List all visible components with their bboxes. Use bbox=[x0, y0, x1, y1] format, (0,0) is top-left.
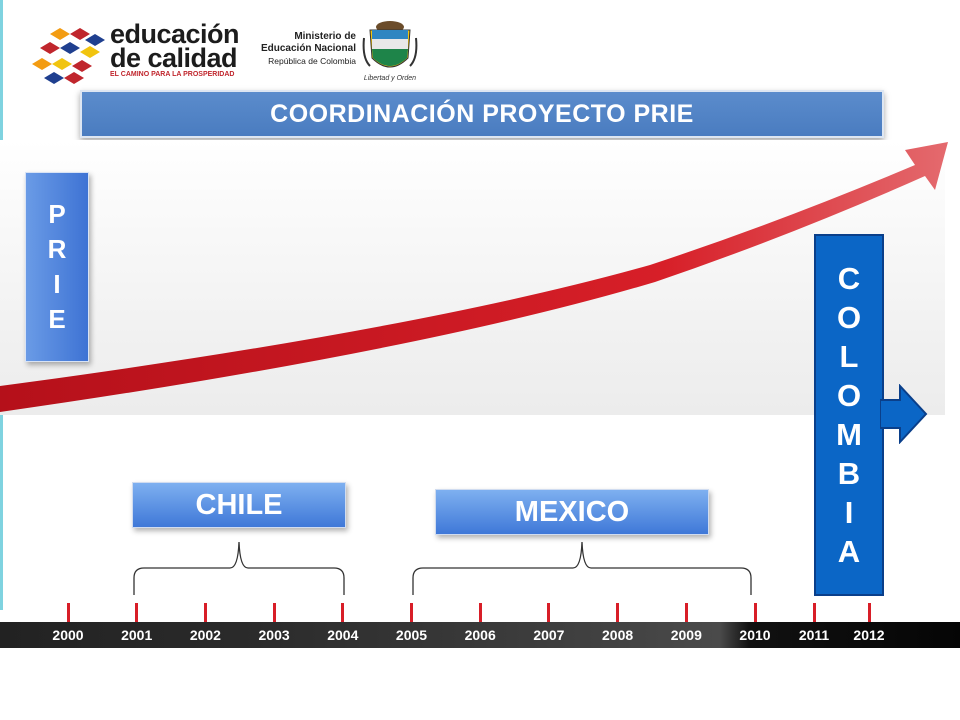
colombia-letter: I bbox=[844, 495, 854, 530]
timeline-tick bbox=[478, 603, 482, 622]
coat-of-arms-motto: Libertad y Orden bbox=[363, 75, 417, 82]
growth-arrow-icon bbox=[0, 142, 948, 412]
mexico-label: MEXICO bbox=[435, 489, 709, 535]
timeline-year-label: 2001 bbox=[121, 627, 153, 643]
prie-letter: R bbox=[47, 234, 67, 264]
cubes-logo-icon bbox=[32, 28, 105, 84]
educacion-de-calidad-logo: educación de calidad EL CAMINO PARA LA P… bbox=[30, 19, 245, 84]
timeline-tick bbox=[272, 603, 276, 622]
prie-letter: E bbox=[48, 304, 66, 334]
colombia-forward-arrow-icon bbox=[880, 384, 928, 444]
timeline-tick bbox=[203, 603, 207, 622]
timeline-year-label: 2005 bbox=[395, 627, 428, 643]
ministry-label: Ministerio de Educación Nacional Repúbli… bbox=[258, 31, 356, 67]
colombia-letter: B bbox=[837, 456, 861, 491]
logo-tagline: EL CAMINO PARA LA PROSPERIDAD bbox=[110, 71, 235, 78]
timeline-tick bbox=[812, 603, 816, 622]
timeline-year-label: 2008 bbox=[602, 627, 634, 643]
timeline-year-label: 2007 bbox=[533, 627, 565, 643]
prie-vertical-label: P R I E bbox=[25, 172, 89, 362]
logo-line-1: educación bbox=[110, 19, 240, 49]
chile-label: CHILE bbox=[132, 482, 346, 528]
colombia-letter: O bbox=[836, 300, 862, 335]
colombia-letter: L bbox=[839, 339, 859, 374]
ministry-line-1: Ministerio de bbox=[294, 31, 356, 42]
timeline-tick bbox=[341, 603, 345, 622]
colombia-vertical-label: C O L O M B I A bbox=[814, 234, 884, 596]
timeline-tick bbox=[410, 603, 413, 622]
timeline-year-label: 2009 bbox=[670, 627, 702, 643]
timeline-year-label: 2000 bbox=[52, 627, 84, 643]
ministry-line-3: República de Colombia bbox=[268, 56, 356, 66]
colombia-letter: M bbox=[836, 417, 862, 452]
timeline-tick bbox=[66, 603, 70, 622]
timeline-year-label: 2003 bbox=[258, 627, 290, 643]
prie-letter: P bbox=[48, 199, 66, 229]
timeline-tick bbox=[616, 603, 620, 622]
colombia-letter: O bbox=[836, 378, 862, 413]
timeline-tick bbox=[867, 603, 871, 622]
timeline-tick bbox=[135, 603, 139, 622]
timeline-year-label: 2010 bbox=[739, 627, 771, 643]
timeline-year-label: 2002 bbox=[189, 627, 221, 643]
timeline-year-label: 2006 bbox=[464, 627, 496, 643]
coat-of-arms-icon bbox=[362, 21, 418, 68]
prie-letter: I bbox=[53, 269, 61, 299]
colombia-letter: A bbox=[837, 534, 861, 569]
page-title: COORDINACIÓN PROYECTO PRIE bbox=[80, 90, 884, 138]
timeline-bar bbox=[0, 622, 960, 648]
timeline-year-label: 2004 bbox=[327, 627, 359, 643]
ministry-line-2: Educación Nacional bbox=[260, 43, 356, 54]
timeline-tick bbox=[684, 603, 688, 622]
timeline-year-label: 2012 bbox=[853, 627, 885, 643]
logo-line-2: de calidad bbox=[110, 43, 238, 73]
timeline-tick bbox=[753, 603, 757, 622]
timeline-year-label: 2011 bbox=[798, 627, 830, 643]
mexico-brace-icon bbox=[412, 541, 752, 595]
timeline-tick bbox=[547, 603, 551, 622]
logo-wordmark: educación de calidad bbox=[110, 19, 240, 73]
colombia-letter: C bbox=[837, 261, 861, 296]
